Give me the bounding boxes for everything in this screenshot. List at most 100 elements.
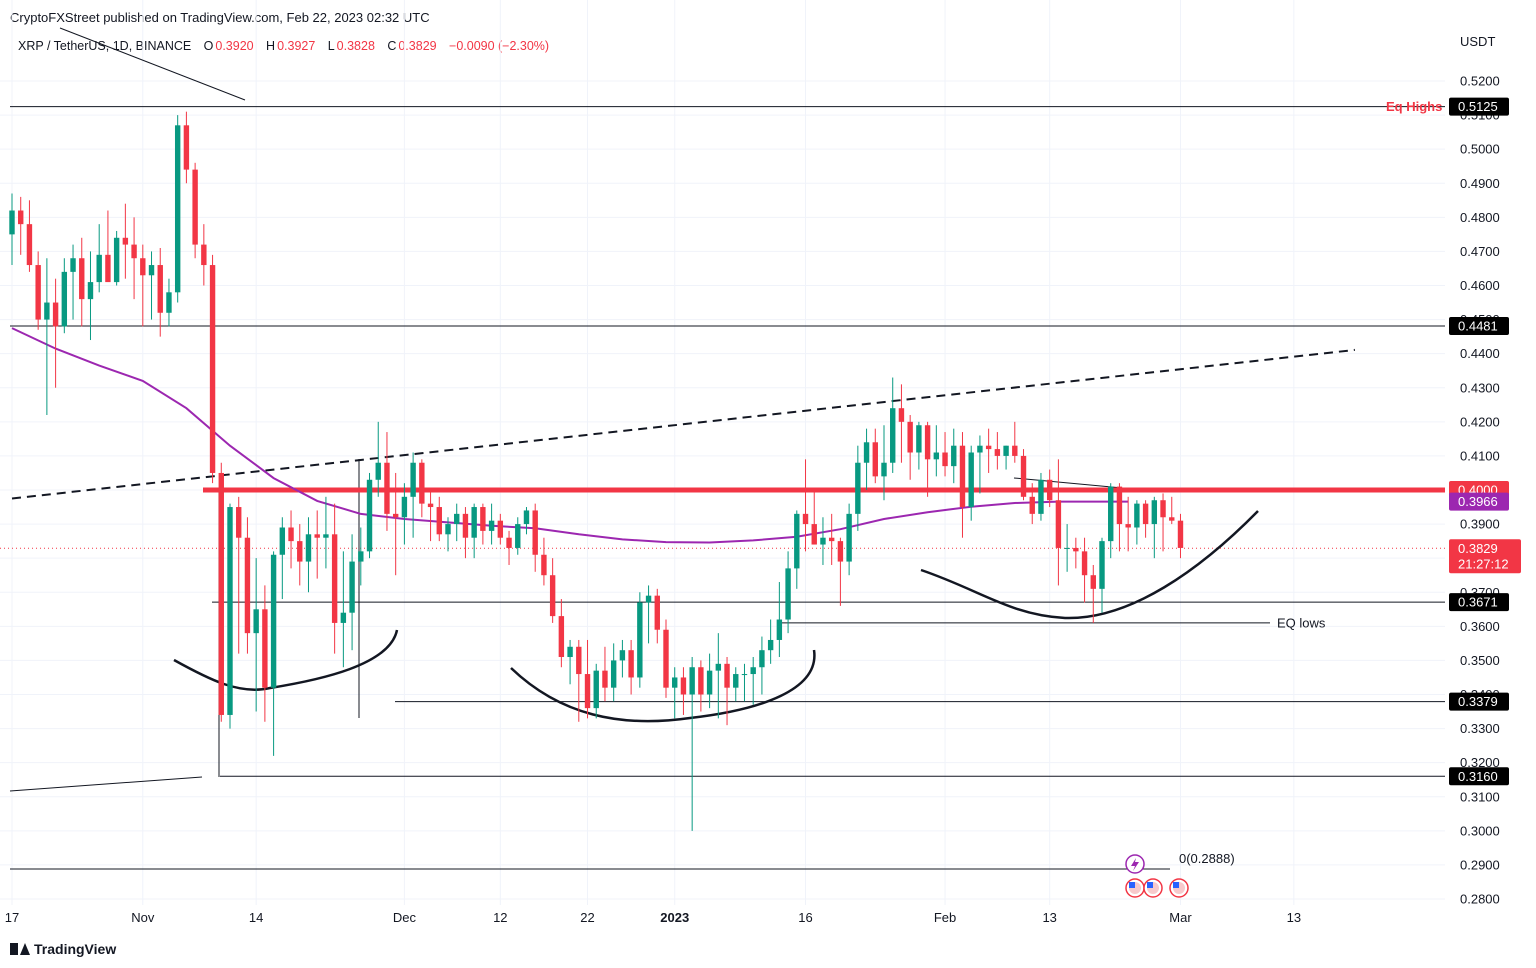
price-tick-label: 0.4200 — [1460, 414, 1500, 429]
fib-zero-label: 0(0.2888) — [1179, 851, 1235, 866]
candle — [9, 193, 15, 266]
candle-body — [1116, 486, 1123, 525]
candle — [593, 663, 599, 719]
candle-body — [9, 210, 15, 235]
price-label-3671-bg — [1449, 593, 1509, 612]
candle-body — [427, 503, 434, 508]
candle-body — [1099, 541, 1105, 589]
candle — [541, 537, 547, 586]
price-label-5125: 0.5125 — [1449, 97, 1509, 116]
descending-line — [59, 27, 246, 101]
candle — [567, 639, 573, 685]
candle — [61, 258, 68, 334]
candle — [724, 657, 730, 726]
candle-body — [305, 534, 312, 562]
candle — [672, 667, 678, 719]
candle — [872, 428, 878, 484]
candle-body — [968, 452, 974, 508]
candle-body — [820, 537, 826, 545]
candle-body — [785, 568, 791, 620]
candle — [863, 428, 870, 490]
candle-body — [750, 667, 756, 675]
candle-body — [610, 660, 617, 688]
low-label: L — [327, 39, 335, 53]
time-tick-label: Dec — [393, 910, 417, 925]
candle — [977, 435, 983, 494]
price-axis[interactable]: USDT0.52000.51000.50000.49000.48000.4700… — [1449, 34, 1521, 907]
candle — [689, 657, 695, 831]
time-axis[interactable]: 17 Nov 14 Dec 12 22 2023 16 Feb 13 Mar 13 — [5, 910, 1301, 925]
flag-icon — [1125, 878, 1145, 898]
candle — [87, 251, 94, 341]
candle-body — [131, 244, 137, 259]
time-tick-label: Nov — [131, 910, 155, 925]
drawings: Eq Highs EQ lows 0(0.2888) — [9, 27, 1445, 866]
candle-body — [166, 292, 172, 313]
candle — [427, 490, 434, 542]
countdown-text: 21:27:12 — [1458, 556, 1509, 571]
price-label-sma: 0.3966 — [1449, 492, 1509, 511]
candle — [1046, 469, 1053, 508]
candle — [419, 459, 425, 518]
candle-body — [1177, 520, 1184, 548]
candle-body — [549, 575, 556, 617]
candle-body — [523, 510, 530, 525]
lightning-icon — [1125, 854, 1145, 874]
candle-body — [567, 646, 573, 658]
candle — [79, 237, 85, 327]
candle-body — [1020, 455, 1027, 497]
flag-icon — [1143, 878, 1163, 898]
candle — [1020, 449, 1027, 501]
candle-body — [654, 595, 660, 630]
candle-body — [262, 609, 268, 688]
candle — [331, 503, 338, 654]
price-tick-label: 0.3900 — [1460, 517, 1500, 532]
candle-body — [366, 479, 373, 552]
time-tick-label: 13 — [1042, 910, 1056, 925]
time-tick-label: 17 — [5, 910, 19, 925]
candle-body — [759, 650, 765, 668]
candle — [140, 244, 146, 327]
candle-body — [26, 224, 33, 266]
eq-lows-label: EQ lows — [1277, 615, 1326, 630]
candle-body — [776, 619, 783, 640]
candle-body — [96, 254, 102, 283]
candle-body — [401, 496, 408, 518]
candle — [297, 524, 303, 586]
candle — [1108, 483, 1114, 559]
candle — [898, 384, 905, 463]
candle-body — [497, 520, 504, 538]
candle — [166, 278, 172, 327]
candle — [1012, 421, 1018, 463]
candle — [916, 421, 922, 470]
candle-body — [323, 534, 329, 538]
candle-body — [331, 534, 338, 623]
price-label-5125-bg — [1449, 97, 1509, 116]
rounding-bottom-arc-3 — [920, 510, 1259, 620]
candle — [610, 643, 617, 702]
price-label-4481-bg — [1449, 317, 1509, 336]
candle-body — [951, 445, 957, 467]
candle — [794, 510, 800, 589]
candle — [698, 660, 704, 712]
candle-body — [218, 472, 224, 715]
candle-body — [358, 551, 364, 562]
candle-body — [244, 537, 251, 634]
candle-body — [689, 667, 695, 695]
candle-body — [541, 554, 547, 576]
candle-body — [384, 462, 390, 514]
candle-body — [863, 442, 870, 463]
candle-body — [279, 527, 286, 555]
candle-body — [314, 534, 320, 538]
candle-body — [680, 677, 687, 695]
candle — [715, 633, 722, 719]
tradingview-logo[interactable]: TradingView — [10, 941, 116, 957]
rounding-bottom-arc-2 — [510, 649, 816, 723]
candle — [410, 452, 416, 538]
candle-body — [201, 244, 207, 266]
lightning-icon-glyph — [1131, 858, 1139, 871]
candle — [602, 646, 608, 702]
candle — [288, 510, 294, 569]
candle — [44, 258, 50, 416]
